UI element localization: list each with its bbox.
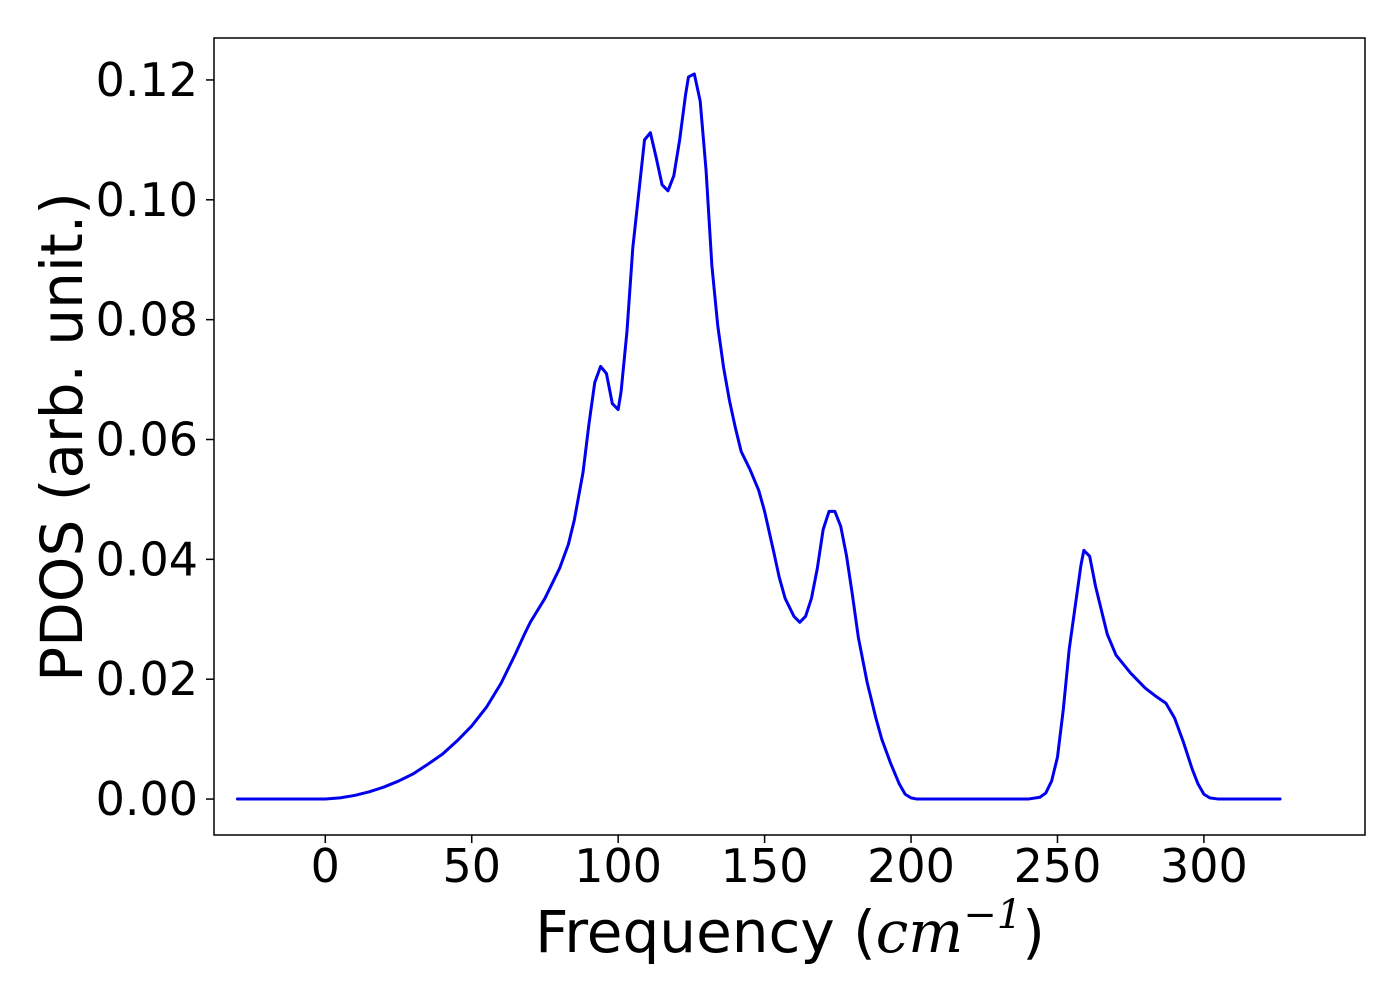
x-tick-label: 250 bbox=[1014, 839, 1102, 893]
y-tick-label: 0.02 bbox=[96, 652, 198, 706]
x-tick-label: 150 bbox=[721, 839, 809, 893]
y-axis-ticks: 0.00 0.02 0.04 0.06 0.08 0.10 0.12 bbox=[96, 53, 214, 826]
x-tick-label: 100 bbox=[574, 839, 662, 893]
x-tick-label: 300 bbox=[1160, 839, 1248, 893]
plot-frame bbox=[213, 37, 1366, 836]
y-tick-label: 0.04 bbox=[96, 532, 198, 586]
y-tick-label: 0.10 bbox=[96, 173, 198, 227]
y-tick-label: 0.12 bbox=[96, 53, 198, 107]
y-tick-label: 0.00 bbox=[96, 772, 198, 826]
x-axis-label: Frequency (cm−1) bbox=[535, 892, 1045, 966]
series-line-0 bbox=[235, 72, 1282, 801]
y-tick-label: 0.08 bbox=[96, 293, 198, 347]
x-tick-label: 200 bbox=[867, 839, 955, 893]
x-tick-label: 50 bbox=[442, 839, 501, 893]
y-tick-label: 0.06 bbox=[96, 412, 198, 466]
x-tick-label: 0 bbox=[311, 839, 340, 893]
x-axis-ticks: 0 50 100 150 200 250 300 bbox=[311, 835, 1248, 893]
series-layer bbox=[235, 72, 1282, 801]
y-axis-label: PDOS (arb. unit.) bbox=[28, 192, 96, 682]
